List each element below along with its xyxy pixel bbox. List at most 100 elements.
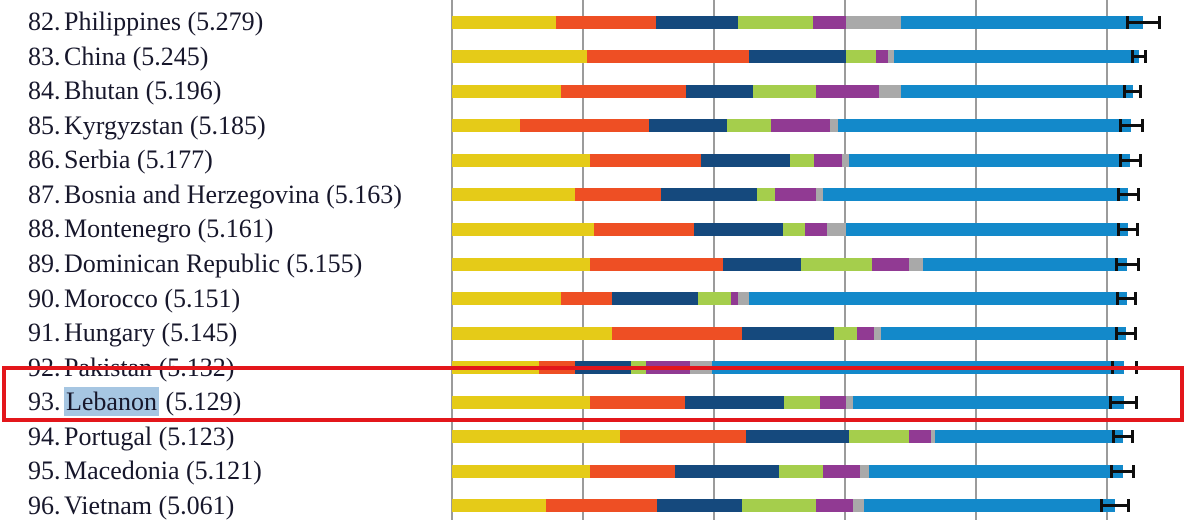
country-name: Montenegro xyxy=(64,214,192,244)
country-score: (5.061) xyxy=(158,490,235,520)
bar-segment-green xyxy=(726,119,771,133)
error-bar-line xyxy=(1113,435,1133,439)
bar-segment-orange xyxy=(560,84,686,98)
bar-segment-green xyxy=(697,292,731,306)
error-bar-cap-left xyxy=(1110,464,1114,478)
bar-segment-orange xyxy=(619,430,746,444)
country-name: Macedonia xyxy=(64,456,180,486)
error-bar-cap-right xyxy=(1134,326,1138,340)
bar-segment-navy xyxy=(649,119,727,133)
bar-segment-orange xyxy=(560,292,612,306)
bar-segment-orange xyxy=(589,257,723,271)
row-label-bhutan: 84. Bhutan (5.196) xyxy=(28,74,221,108)
error-bar-cap-right xyxy=(1144,50,1148,64)
error-bar-line xyxy=(1120,158,1140,162)
bar-segment-yellow xyxy=(452,257,590,271)
bar-segment-purple xyxy=(871,257,909,271)
bar-segment-orange xyxy=(589,153,701,167)
bar-segment-yellow xyxy=(452,119,520,133)
error-bar-cap-right xyxy=(1131,430,1135,444)
error-bar-cap-right xyxy=(1127,499,1131,513)
country-name: Morocco xyxy=(64,283,158,313)
error-bar-cap-right xyxy=(1138,153,1142,167)
error-bar-cap-right xyxy=(1134,292,1138,306)
bar-segment-gray xyxy=(873,326,881,340)
bar-segment-purple xyxy=(908,430,931,444)
country-score: (5.121) xyxy=(186,456,262,486)
bar-segment-orange xyxy=(575,188,661,202)
error-bar-line xyxy=(1116,331,1136,335)
bar-segment-navy xyxy=(611,292,698,306)
country-score: (5.279) xyxy=(187,7,264,37)
country-name: Portugal xyxy=(64,421,153,451)
bar-segment-green xyxy=(789,153,814,167)
bar-segment-purple xyxy=(822,464,860,478)
rank-number: 85. xyxy=(28,110,61,140)
bar-segment-lightblue xyxy=(845,222,1129,236)
error-bar-cap-left xyxy=(1123,84,1127,98)
error-bar-cap-left xyxy=(1114,257,1118,271)
bar-segment-purple xyxy=(819,395,846,409)
rank-number: 96. xyxy=(28,490,61,520)
error-bar-cap-left xyxy=(1118,119,1122,133)
bar-segment-gray xyxy=(737,292,749,306)
rank-number: 84. xyxy=(28,76,61,106)
bar-segment-lightblue xyxy=(868,464,1123,478)
bar-segment-lightblue xyxy=(863,499,1115,513)
country-score: (5.185) xyxy=(189,110,266,140)
row-label-morocco: 90. Morocco (5.151) xyxy=(28,282,240,316)
rank-number: 87. xyxy=(28,179,61,209)
country-name: Dominican Republic xyxy=(64,249,280,278)
row-label-montenegro: 88. Montenegro (5.161) xyxy=(28,212,273,246)
stacked-bar-philippines xyxy=(452,15,1144,29)
error-bar-cap-right xyxy=(1140,119,1144,133)
rank-number: 90. xyxy=(28,283,61,313)
row-label-kyrgyzstan: 85. Kyrgyzstan (5.185) xyxy=(28,109,266,143)
bar-segment-navy xyxy=(674,464,779,478)
error-bar-cap-left xyxy=(1111,430,1115,444)
stacked-bar-bhutan xyxy=(452,84,1133,98)
bar-segment-navy xyxy=(745,430,849,444)
country-score: (5.129) xyxy=(165,387,242,417)
bar-segment-gray xyxy=(852,499,864,513)
country-score: (5.123) xyxy=(158,421,235,451)
country-score: (5.245) xyxy=(132,41,209,71)
bar-segment-purple xyxy=(813,15,846,29)
rank-number: 94. xyxy=(28,421,61,451)
bar-segment-orange xyxy=(556,15,656,29)
bar-segment-yellow xyxy=(452,153,590,167)
bar-segment-green xyxy=(737,15,813,29)
bar-segment-navy xyxy=(684,395,784,409)
bar-segment-yellow xyxy=(452,430,620,444)
bar-segment-lightblue xyxy=(837,119,1132,133)
error-bar-line xyxy=(1116,262,1139,266)
rank-number: 91. xyxy=(28,318,61,348)
error-bar-line xyxy=(1118,193,1139,197)
bar-segment-purple xyxy=(774,188,816,202)
bar-segment-navy xyxy=(657,499,743,513)
bar-segment-navy xyxy=(722,257,801,271)
bar-segment-gray xyxy=(841,153,849,167)
country-name: Vietnam xyxy=(64,490,152,520)
bar-segment-yellow xyxy=(452,15,556,29)
bar-segment-green xyxy=(742,499,817,513)
bar-segment-navy xyxy=(693,222,783,236)
bar-segment-orange xyxy=(587,50,750,64)
country-name: Bhutan xyxy=(64,76,140,106)
bar-segment-lightblue xyxy=(748,292,1127,306)
bar-segment-gray xyxy=(930,430,935,444)
bar-segment-gray xyxy=(878,84,901,98)
bar-segment-lightblue xyxy=(901,15,1144,29)
stacked-bar-macedonia xyxy=(452,464,1123,478)
row-label-vietnam: 96. Vietnam (5.061) xyxy=(28,489,234,520)
error-bar-cap-right xyxy=(1139,84,1143,98)
bar-segment-navy xyxy=(660,188,757,202)
error-bar-cap-left xyxy=(1099,499,1103,513)
bar-segment-green xyxy=(782,222,805,236)
bar-segment-gray xyxy=(859,464,869,478)
error-bar-cap-left xyxy=(1118,153,1122,167)
error-bar-line xyxy=(1124,89,1141,93)
error-bar-line xyxy=(1132,55,1146,59)
bar-segment-gray xyxy=(908,257,923,271)
bar-segment-green xyxy=(756,188,775,202)
